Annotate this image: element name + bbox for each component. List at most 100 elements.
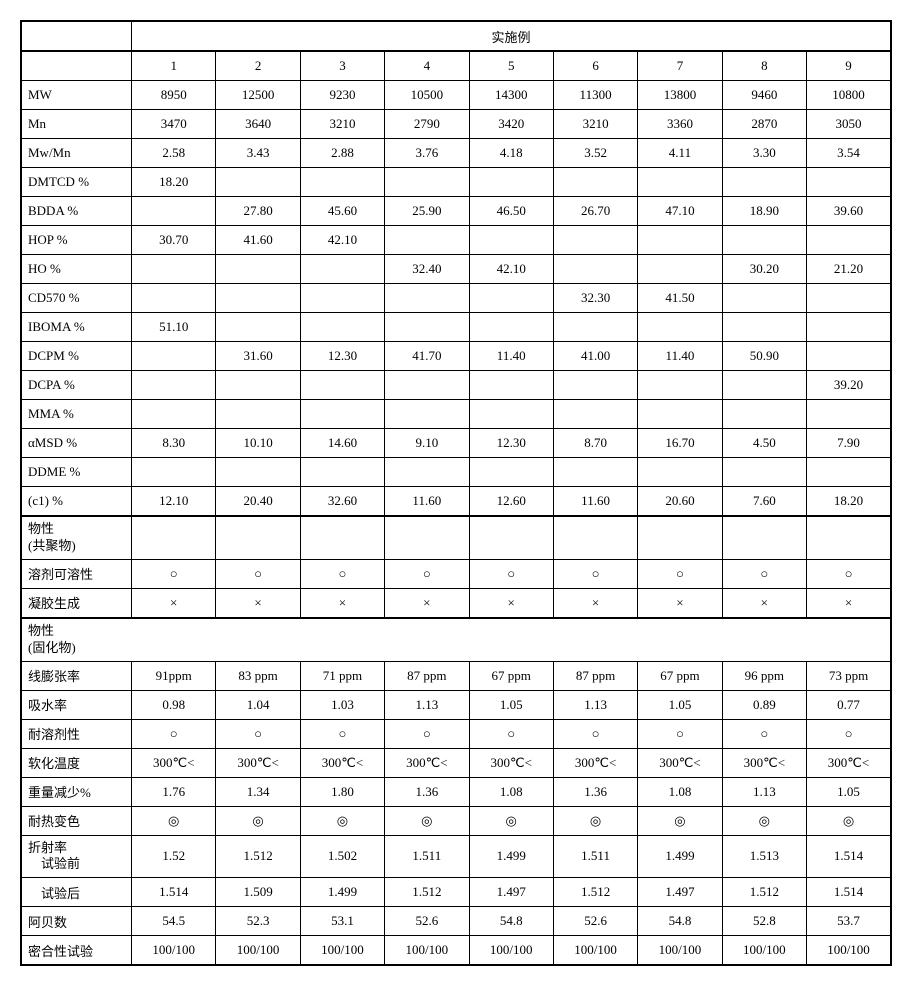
row-7-c6: 32.30	[553, 284, 637, 313]
row-0-c6: 11300	[553, 81, 637, 110]
cured-row-0-c1: 91ppm	[132, 661, 216, 690]
cured-row-1-c9: 0.77	[807, 690, 892, 719]
row-3-c2	[216, 168, 300, 197]
cured-row-0-c6: 87 ppm	[553, 661, 637, 690]
copoly-row-1-c8: ×	[722, 588, 806, 618]
cured2-row-0-c6: 52.6	[553, 907, 637, 936]
row-14-c6: 11.60	[553, 487, 637, 517]
row-12-c2: 10.10	[216, 429, 300, 458]
row-3-c7	[638, 168, 722, 197]
row-8-c1: 51.10	[132, 313, 216, 342]
row-14-label: (c1) %	[21, 487, 132, 517]
refraction-after-c5: 1.497	[469, 878, 553, 907]
row-14: (c1) %12.1020.4032.6011.6012.6011.6020.6…	[21, 487, 891, 517]
row-8-c9	[807, 313, 892, 342]
row-3: DMTCD %18.20	[21, 168, 891, 197]
row-14-c7: 20.60	[638, 487, 722, 517]
refraction-before-c9: 1.514	[807, 835, 892, 878]
row-1-c6: 3210	[553, 110, 637, 139]
row-2-c9: 3.54	[807, 139, 892, 168]
cured-row-1-c6: 1.13	[553, 690, 637, 719]
cured-row-2-c3: ○	[300, 719, 384, 748]
col-header-6: 6	[553, 51, 637, 81]
row-11-c3	[300, 400, 384, 429]
row-9-c3: 12.30	[300, 342, 384, 371]
row-12-label: αMSD %	[21, 429, 132, 458]
cured-row-5-c5: ◎	[469, 806, 553, 835]
col-header-9: 9	[807, 51, 892, 81]
cured-row-4-c4: 1.36	[385, 777, 469, 806]
row-12-c6: 8.70	[553, 429, 637, 458]
row-0: MW89501250092301050014300113001380094601…	[21, 81, 891, 110]
section-cured-label: 物性(固化物)	[21, 618, 891, 661]
cured-row-2-c8: ○	[722, 719, 806, 748]
copoly-row-0-c6: ○	[553, 559, 637, 588]
row-13: DDME %	[21, 458, 891, 487]
refraction-after-label: 试验后	[21, 878, 132, 907]
section-copoly-blank-6	[553, 516, 637, 559]
refraction-after-c9: 1.514	[807, 878, 892, 907]
cured-row-4-c1: 1.76	[132, 777, 216, 806]
refraction-before-c3: 1.502	[300, 835, 384, 878]
data-table: 实施例 123456789 MW895012500923010500143001…	[20, 20, 892, 966]
cured-row-5-c6: ◎	[553, 806, 637, 835]
refraction-before-c2: 1.512	[216, 835, 300, 878]
section-copoly-blank-8	[722, 516, 806, 559]
row-12: αMSD %8.3010.1014.609.1012.308.7016.704.…	[21, 429, 891, 458]
row-11-c6	[553, 400, 637, 429]
row-2-c7: 4.11	[638, 139, 722, 168]
row-10-c3	[300, 371, 384, 400]
row-6-c3	[300, 255, 384, 284]
copoly-row-0-c1: ○	[132, 559, 216, 588]
row-11-c4	[385, 400, 469, 429]
cured-row-3-c9: 300℃<	[807, 748, 892, 777]
row-13-c7	[638, 458, 722, 487]
copoly-row-1-label: 凝胶生成	[21, 588, 132, 618]
row-8-c4	[385, 313, 469, 342]
row-3-c8	[722, 168, 806, 197]
refraction-after-c1: 1.514	[132, 878, 216, 907]
row-3-c4	[385, 168, 469, 197]
row-4-c6: 26.70	[553, 197, 637, 226]
row-4: BDDA %27.8045.6025.9046.5026.7047.1018.9…	[21, 197, 891, 226]
cured2-row-1-c6: 100/100	[553, 936, 637, 966]
copoly-row-1-c5: ×	[469, 588, 553, 618]
row-8-label: IBOMA %	[21, 313, 132, 342]
cured2-row-1-c9: 100/100	[807, 936, 892, 966]
row-11-c9	[807, 400, 892, 429]
cured-row-2-c7: ○	[638, 719, 722, 748]
row-9-label: DCPM %	[21, 342, 132, 371]
row-5-c8	[722, 226, 806, 255]
row-4-c9: 39.60	[807, 197, 892, 226]
refraction-before-c1: 1.52	[132, 835, 216, 878]
row-14-c1: 12.10	[132, 487, 216, 517]
refraction-before-c6: 1.511	[553, 835, 637, 878]
cured-row-3-c7: 300℃<	[638, 748, 722, 777]
row-6-c5: 42.10	[469, 255, 553, 284]
row-7-c8	[722, 284, 806, 313]
copoly-row-1-c2: ×	[216, 588, 300, 618]
row-7-c9	[807, 284, 892, 313]
row-1-c2: 3640	[216, 110, 300, 139]
row-8: IBOMA %51.10	[21, 313, 891, 342]
col-header-4: 4	[385, 51, 469, 81]
row-12-c9: 7.90	[807, 429, 892, 458]
copoly-row-0-c5: ○	[469, 559, 553, 588]
cured-row-1: 吸水率0.981.041.031.131.051.131.050.890.77	[21, 690, 891, 719]
row-2: Mw/Mn2.583.432.883.764.183.524.113.303.5…	[21, 139, 891, 168]
row-4-label: BDDA %	[21, 197, 132, 226]
row-0-c4: 10500	[385, 81, 469, 110]
section-copoly-blank-4	[385, 516, 469, 559]
row-2-c5: 4.18	[469, 139, 553, 168]
row-1-c9: 3050	[807, 110, 892, 139]
cured-row-4-c2: 1.34	[216, 777, 300, 806]
row-10-c4	[385, 371, 469, 400]
row-7-c4	[385, 284, 469, 313]
row-6-c2	[216, 255, 300, 284]
cured-row-5-c1: ◎	[132, 806, 216, 835]
cured-row-3-c2: 300℃<	[216, 748, 300, 777]
row-5-c2: 41.60	[216, 226, 300, 255]
row-11-c5	[469, 400, 553, 429]
cured2-row-1: 密合性试验100/100100/100100/100100/100100/100…	[21, 936, 891, 966]
row-7-c5	[469, 284, 553, 313]
